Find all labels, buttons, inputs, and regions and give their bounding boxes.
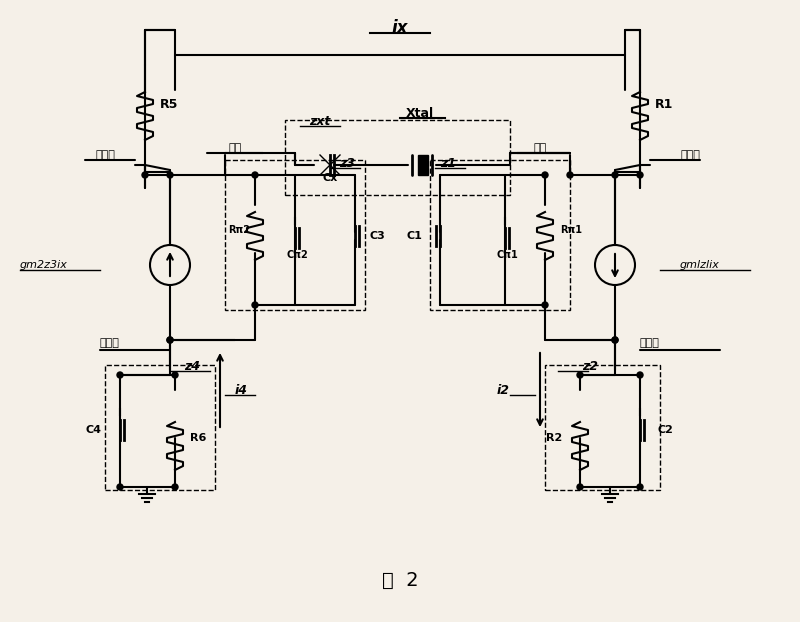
Circle shape xyxy=(637,484,643,490)
Circle shape xyxy=(577,372,583,378)
Text: ix: ix xyxy=(392,19,408,37)
Text: Cx: Cx xyxy=(322,173,338,183)
Text: 集电极: 集电极 xyxy=(95,150,115,160)
Circle shape xyxy=(542,302,548,308)
Circle shape xyxy=(612,172,618,178)
Circle shape xyxy=(612,337,618,343)
Text: 图  2: 图 2 xyxy=(382,570,418,590)
Circle shape xyxy=(612,337,618,343)
Text: R1: R1 xyxy=(655,98,674,111)
Text: gmlzlix: gmlzlix xyxy=(680,260,720,270)
Text: 基极: 基极 xyxy=(228,143,242,153)
Text: C4: C4 xyxy=(86,425,102,435)
Text: C2: C2 xyxy=(658,425,674,435)
Text: 基极: 基极 xyxy=(534,143,546,153)
Text: 发射极: 发射极 xyxy=(100,338,120,348)
Text: z1: z1 xyxy=(440,157,456,170)
Text: gm2z3ix: gm2z3ix xyxy=(20,260,68,270)
Text: R5: R5 xyxy=(160,98,178,111)
Text: z2: z2 xyxy=(582,360,598,373)
Circle shape xyxy=(172,484,178,490)
Circle shape xyxy=(542,172,548,178)
Text: i4: i4 xyxy=(235,384,248,396)
Circle shape xyxy=(142,172,148,178)
Text: 发射极: 发射极 xyxy=(640,338,660,348)
Circle shape xyxy=(167,337,173,343)
Text: i2: i2 xyxy=(497,384,510,396)
Text: Xtal: Xtal xyxy=(406,107,434,120)
Circle shape xyxy=(167,172,173,178)
Text: C1: C1 xyxy=(406,231,422,241)
Circle shape xyxy=(252,172,258,178)
Text: Rπ2: Rπ2 xyxy=(228,225,250,235)
Circle shape xyxy=(167,337,173,343)
Circle shape xyxy=(117,372,123,378)
Circle shape xyxy=(637,172,643,178)
Text: 集电极: 集电极 xyxy=(680,150,700,160)
Text: z4: z4 xyxy=(184,360,200,373)
Text: Rπ1: Rπ1 xyxy=(560,225,582,235)
Circle shape xyxy=(117,484,123,490)
Circle shape xyxy=(252,302,258,308)
Text: z3: z3 xyxy=(339,157,355,170)
Text: R6: R6 xyxy=(190,433,206,443)
Circle shape xyxy=(577,484,583,490)
Text: C3: C3 xyxy=(370,231,386,241)
Text: Cπ2: Cπ2 xyxy=(286,250,308,260)
Polygon shape xyxy=(418,155,428,175)
Text: Cπ1: Cπ1 xyxy=(496,250,518,260)
Circle shape xyxy=(637,372,643,378)
Circle shape xyxy=(172,372,178,378)
Text: zxt: zxt xyxy=(310,115,330,128)
Circle shape xyxy=(567,172,573,178)
Text: R2: R2 xyxy=(546,433,562,443)
